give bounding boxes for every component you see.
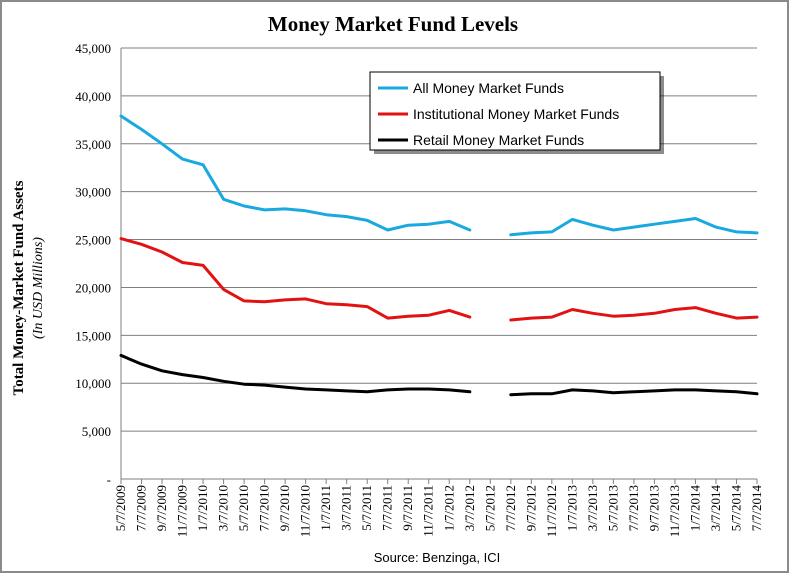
y-tick-label: 5,000 — [82, 424, 111, 439]
series-line-1 — [119, 237, 472, 320]
series-lines — [119, 114, 759, 397]
legend: All Money Market Funds Institutional Mone… — [369, 71, 664, 154]
x-tick-label: 11/7/2010 — [298, 485, 313, 537]
x-tick-label: 7/7/2010 — [257, 485, 272, 531]
y-tick-labels: - 5,000 10,000 15,000 20,000 25,000 30,000 35,0… — [75, 41, 111, 487]
axes — [120, 48, 758, 484]
y-tick-label: 20,000 — [75, 280, 111, 295]
x-tick-label: 7/7/2011 — [380, 485, 395, 531]
series-line-2 — [509, 388, 759, 397]
legend-label: Retail Money Market Funds — [413, 132, 584, 148]
x-tick-label: 1/7/2010 — [195, 485, 210, 531]
x-tick-label: 5/7/2011 — [359, 485, 374, 531]
x-tick-label: 1/7/2014 — [687, 485, 702, 532]
x-tick-label: 9/7/2010 — [277, 485, 292, 531]
x-tick-label: 7/7/2014 — [749, 485, 764, 532]
x-tick-label: 9/7/2011 — [400, 485, 415, 531]
x-tick-label: 9/7/2009 — [154, 485, 169, 531]
x-tick-label: 9/7/2013 — [646, 485, 661, 531]
x-tick-label: 5/7/2010 — [236, 485, 251, 531]
chart-title: Money Market Fund Levels — [268, 12, 518, 36]
x-tick-label: 9/7/2012 — [523, 485, 538, 531]
series-line-0 — [509, 217, 759, 237]
x-tick-label: 5/7/2009 — [113, 485, 128, 531]
x-tick-label: 7/7/2013 — [626, 485, 641, 531]
source-note: Source: Benzinga, ICI — [374, 550, 500, 565]
y-tick-label: 45,000 — [75, 41, 111, 56]
x-tick-label: 11/7/2009 — [175, 485, 190, 537]
legend-label: All Money Market Funds — [413, 80, 564, 96]
legend-label: Institutional Money Market Funds — [413, 106, 619, 122]
x-tick-label: 3/7/2012 — [462, 485, 477, 531]
x-tick-label: 5/7/2014 — [728, 485, 743, 532]
x-tick-label: 5/7/2013 — [605, 485, 620, 531]
x-tick-label: 1/7/2013 — [564, 485, 579, 531]
x-tick-labels: 5/7/2009 7/7/2009 9/7/2009 11/7/2009 1/7/201… — [113, 485, 764, 538]
x-tick-label: 11/7/2011 — [421, 485, 436, 537]
series-line-0 — [119, 114, 472, 232]
x-tick-label: 1/7/2011 — [318, 485, 333, 531]
x-tick-label: 3/7/2014 — [708, 485, 723, 532]
y-tick-label: - — [107, 472, 111, 487]
y-tick-label: 35,000 — [75, 137, 111, 152]
x-tick-label: 7/7/2009 — [134, 485, 149, 531]
x-tick-label: 3/7/2010 — [216, 485, 231, 531]
y-axis-label: Total Money-Market Fund Assets — [11, 180, 27, 395]
y-tick-label: 30,000 — [75, 185, 111, 200]
y-tick-label: 25,000 — [75, 233, 111, 248]
y-tick-label: 10,000 — [75, 376, 111, 391]
legend-box — [369, 71, 661, 151]
y-tick-label: 40,000 — [75, 89, 111, 104]
y-axis-sublabel: (In USD Millions) — [31, 237, 46, 339]
x-tick-label: 1/7/2012 — [441, 485, 456, 531]
x-tick-label: 3/7/2011 — [339, 485, 354, 531]
x-tick-label: 11/7/2013 — [667, 485, 682, 537]
series-line-1 — [509, 306, 759, 322]
y-tick-label: 15,000 — [75, 328, 111, 343]
x-tick-label: 5/7/2012 — [482, 485, 497, 531]
x-tick-label: 3/7/2013 — [585, 485, 600, 531]
x-tick-label: 7/7/2012 — [503, 485, 518, 531]
x-tick-label: 11/7/2012 — [544, 485, 559, 537]
series-line-2 — [119, 353, 472, 394]
